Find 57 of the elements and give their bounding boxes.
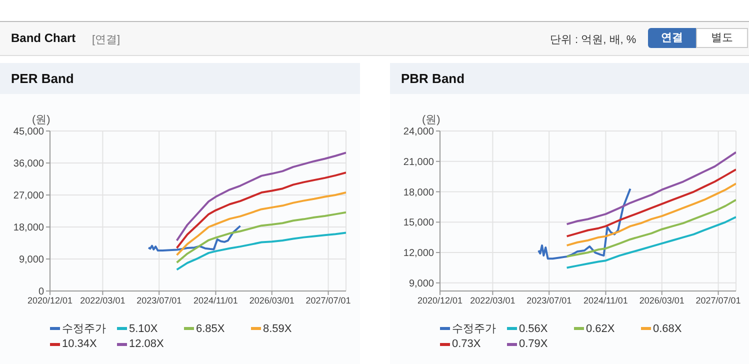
y-tick-label: 15,000 bbox=[403, 218, 434, 229]
x-tick-label: 2022/03/01 bbox=[470, 295, 516, 306]
line-series bbox=[566, 216, 736, 269]
x-tick-label: 2020/12/01 bbox=[27, 295, 73, 306]
line-series bbox=[176, 152, 346, 242]
y-tick-label: 0 bbox=[38, 286, 44, 298]
legend-label: 0.68X bbox=[653, 322, 682, 334]
line-series bbox=[176, 211, 346, 264]
y-axis-title: (원) bbox=[422, 113, 440, 127]
text: Band Chart bbox=[11, 31, 76, 45]
line-series bbox=[176, 192, 346, 256]
y-tick-label: 12,000 bbox=[403, 248, 434, 260]
x-tick-label: 2024/11/01 bbox=[584, 295, 628, 306]
x-tick-label: 2020/12/01 bbox=[417, 295, 463, 306]
x-tick-label: 2026/03/01 bbox=[639, 295, 684, 306]
y-tick-label: 9,000 bbox=[18, 254, 44, 266]
line-series bbox=[148, 224, 242, 252]
x-tick-label: 2023/07/01 bbox=[136, 295, 182, 306]
y-tick-label: 27,000 bbox=[13, 190, 44, 202]
line-series bbox=[566, 182, 736, 246]
line-series bbox=[538, 188, 632, 260]
x-tick-label: 2027/07/01 bbox=[696, 295, 741, 306]
legend-label: 0.79X bbox=[519, 338, 548, 350]
legend-label: 8.59X bbox=[263, 322, 292, 334]
x-tick-label: 2022/03/01 bbox=[80, 295, 126, 306]
x-tick-label: 2027/07/01 bbox=[306, 295, 351, 306]
line-series bbox=[566, 168, 736, 238]
text: 연결 bbox=[648, 28, 696, 48]
legend-label: 12.08X bbox=[129, 338, 164, 350]
legend-label: 0.73X bbox=[452, 338, 481, 350]
y-tick-label: 45,000 bbox=[13, 126, 44, 138]
chart-title: PER Band bbox=[0, 63, 360, 94]
y-tick-label: 36,000 bbox=[13, 158, 44, 170]
y-tick-label: 18,000 bbox=[13, 222, 44, 234]
text: [연결] bbox=[92, 33, 120, 47]
legend-label: 0.62X bbox=[586, 322, 615, 334]
y-tick-label: 24,000 bbox=[403, 126, 434, 138]
line-series bbox=[176, 232, 346, 271]
line-series bbox=[566, 151, 736, 226]
legend-label: 수정주가 bbox=[452, 322, 496, 336]
x-tick-label: 2026/03/01 bbox=[249, 295, 294, 306]
y-tick-label: 18,000 bbox=[403, 187, 434, 198]
legend-label: 0.56X bbox=[519, 322, 548, 334]
legend-label: 수정주가 bbox=[62, 322, 106, 336]
y-tick-label: 21,000 bbox=[403, 156, 434, 168]
line-series bbox=[176, 172, 346, 249]
legend-label: 5.10X bbox=[129, 322, 158, 334]
chart-title: PBR Band bbox=[390, 63, 749, 94]
x-tick-label: 2023/07/01 bbox=[526, 295, 572, 306]
x-tick-label: 2024/11/01 bbox=[194, 295, 238, 306]
text: 별도 bbox=[696, 28, 748, 48]
legend-label: 6.85X bbox=[196, 322, 225, 334]
y-axis-title: (원) bbox=[32, 113, 50, 127]
line-series bbox=[566, 198, 736, 258]
y-tick-label: 9,000 bbox=[408, 278, 434, 290]
legend-label: 10.34X bbox=[62, 338, 97, 350]
text: 단위 : 억원, 배, % bbox=[550, 33, 636, 47]
